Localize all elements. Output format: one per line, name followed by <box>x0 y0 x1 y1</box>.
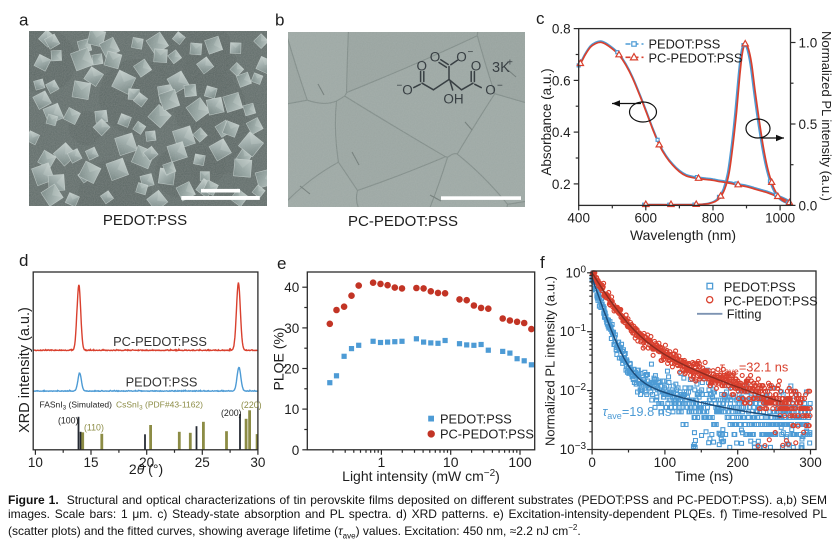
svg-text:1.0: 1.0 <box>799 36 818 51</box>
svg-text:20: 20 <box>139 455 154 470</box>
svg-text:CsSnI3 (PDF#43-1162): CsSnI3 (PDF#43-1162) <box>116 400 203 412</box>
svg-text:2θ (°): 2θ (°) <box>129 461 163 477</box>
svg-text:200: 200 <box>726 455 749 470</box>
svg-text:(220): (220) <box>241 400 262 410</box>
svg-text:0.4: 0.4 <box>552 125 571 140</box>
svg-text:O: O <box>471 58 482 73</box>
svg-text:100: 100 <box>654 455 677 470</box>
svg-text:10: 10 <box>443 454 459 470</box>
svg-text:XRD intensity (a.u.): XRD intensity (a.u.) <box>17 307 33 433</box>
svg-text:40: 40 <box>284 280 299 295</box>
svg-text:b: b <box>275 11 284 30</box>
svg-text:10−1: 10−1 <box>560 323 587 339</box>
svg-text:10: 10 <box>284 402 299 417</box>
svg-text:0.2: 0.2 <box>552 177 571 192</box>
svg-text:−: − <box>468 47 474 58</box>
svg-text:30: 30 <box>284 321 299 336</box>
svg-text:0.0: 0.0 <box>799 198 818 213</box>
svg-text:10−2: 10−2 <box>560 382 587 398</box>
svg-text:PEDOT:PSS: PEDOT:PSS <box>103 212 187 229</box>
svg-text:0.5: 0.5 <box>799 117 818 132</box>
svg-text:300: 300 <box>799 455 822 470</box>
svg-text:15: 15 <box>83 455 98 470</box>
svg-text:(110): (110) <box>84 423 104 433</box>
svg-text:800: 800 <box>702 210 725 225</box>
svg-text:1000: 1000 <box>765 210 795 225</box>
svg-text:0.8: 0.8 <box>552 22 571 37</box>
svg-text:PLQE (%): PLQE (%) <box>271 327 287 390</box>
svg-text:d: d <box>19 251 28 270</box>
svg-text:PEDOT:PSS: PEDOT:PSS <box>649 37 721 52</box>
svg-text:FASnI3 (Simulated): FASnI3 (Simulated) <box>40 400 113 412</box>
svg-text:30: 30 <box>250 455 265 470</box>
svg-text:O: O <box>402 82 413 97</box>
svg-text:0: 0 <box>588 455 596 470</box>
svg-text:10: 10 <box>28 455 43 470</box>
svg-text:Light intensity (mW cm−2): Light intensity (mW cm−2) <box>342 468 500 484</box>
svg-text:10−3: 10−3 <box>560 441 587 457</box>
svg-text:O: O <box>430 50 441 65</box>
svg-text:600: 600 <box>635 210 658 225</box>
svg-text:100: 100 <box>566 264 587 280</box>
svg-text:Time (ns): Time (ns) <box>675 468 734 484</box>
svg-text:PEDOT:PSS: PEDOT:PSS <box>126 375 198 390</box>
svg-text:(200): (200) <box>221 408 242 418</box>
svg-text:PC-PEDOT:PSS: PC-PEDOT:PSS <box>113 334 207 349</box>
svg-text:O: O <box>485 82 496 97</box>
svg-text:e: e <box>277 254 286 273</box>
svg-text:PEDOT:PSS: PEDOT:PSS <box>440 411 512 426</box>
svg-text:c: c <box>536 9 545 28</box>
svg-text:OH: OH <box>443 91 463 106</box>
svg-text:−: − <box>397 81 403 92</box>
svg-text:25: 25 <box>195 455 210 470</box>
svg-text:τave=32.1 ns: τave=32.1 ns <box>720 360 789 377</box>
svg-text:400: 400 <box>567 210 590 225</box>
svg-text:PEDOT:PSS: PEDOT:PSS <box>724 279 796 294</box>
svg-text:3K: 3K <box>492 60 510 76</box>
svg-text:a: a <box>19 11 29 30</box>
svg-text:Fitting: Fitting <box>727 307 762 322</box>
svg-text:+: + <box>507 58 513 69</box>
svg-text:Absorbance (a.u.): Absorbance (a.u.) <box>539 68 554 175</box>
svg-text:PC-PEDOT:PSS: PC-PEDOT:PSS <box>724 293 818 308</box>
svg-text:PC-PEDOT:PSS: PC-PEDOT:PSS <box>440 426 534 441</box>
svg-text:−: − <box>497 81 503 92</box>
svg-text:f: f <box>540 253 545 272</box>
svg-text:τave=19.8 ns: τave=19.8 ns <box>603 404 672 421</box>
svg-text:O: O <box>417 58 428 73</box>
svg-text:Normalized PL intensity (a.u.): Normalized PL intensity (a.u.) <box>543 276 558 446</box>
svg-text:0: 0 <box>292 443 300 458</box>
svg-text:(100): (100) <box>58 416 79 426</box>
svg-text:100: 100 <box>508 454 532 470</box>
svg-text:20: 20 <box>284 362 299 377</box>
svg-text:PC-PEDOT:PSS: PC-PEDOT:PSS <box>649 50 743 65</box>
svg-text:O: O <box>456 50 467 65</box>
svg-text:Wavelength (nm): Wavelength (nm) <box>630 227 736 243</box>
svg-text:0.6: 0.6 <box>552 73 571 88</box>
svg-text:1: 1 <box>378 454 386 470</box>
svg-text:Normalized PL intensity (a.u.): Normalized PL intensity (a.u.) <box>819 31 834 201</box>
svg-text:PC-PEDOT:PSS: PC-PEDOT:PSS <box>348 213 458 230</box>
